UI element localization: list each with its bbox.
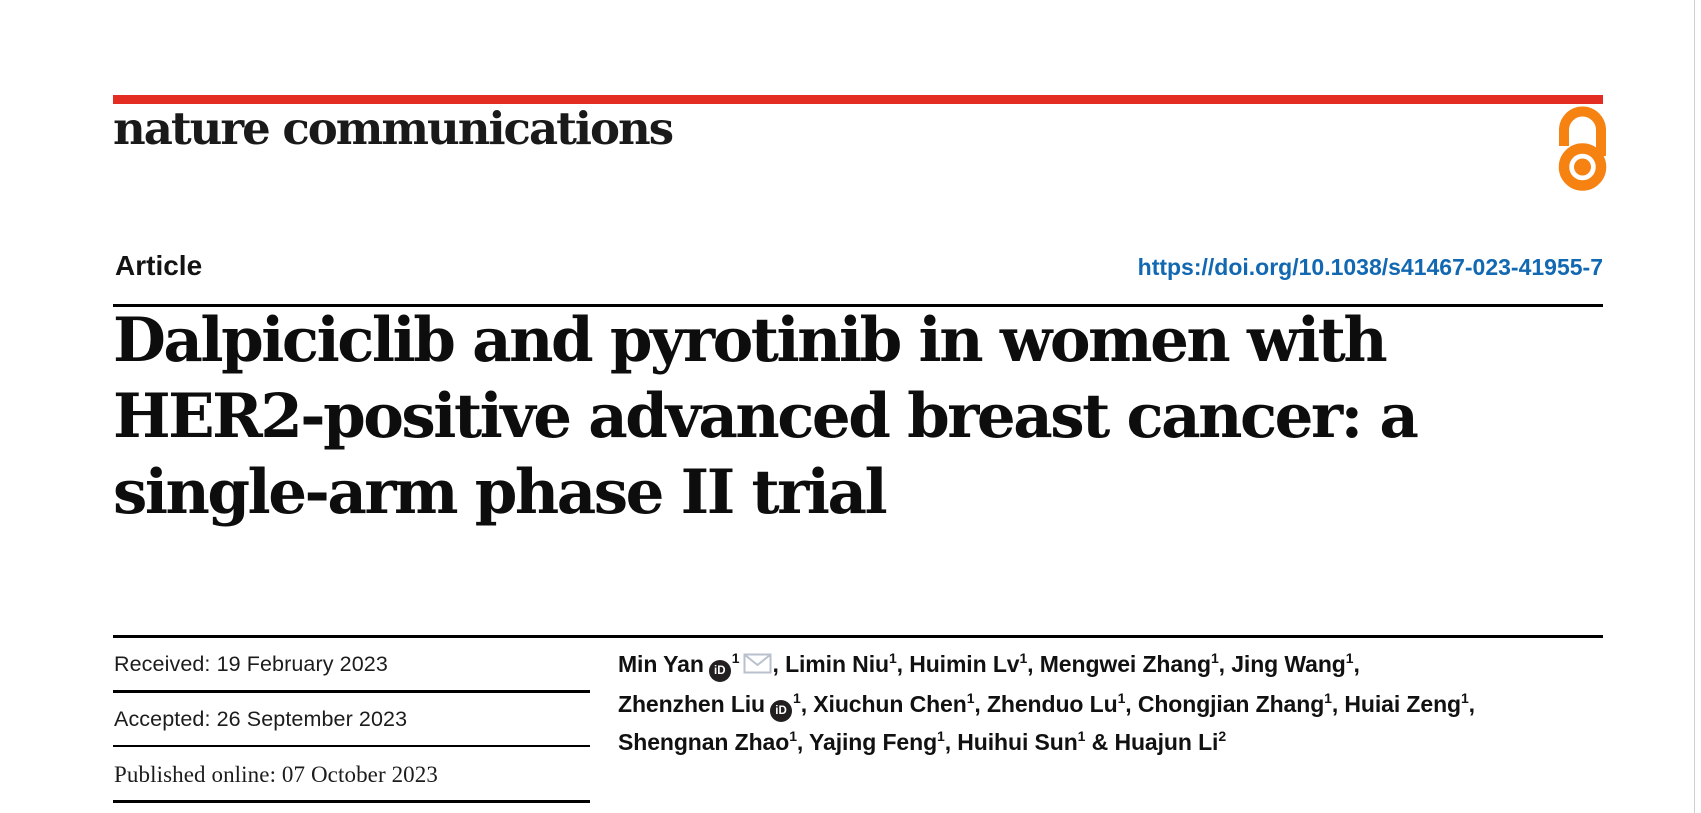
publication-history: Received: 19 February 2023 Accepted: 26 … — [113, 638, 590, 803]
orcid-icon[interactable]: iD — [770, 700, 793, 722]
received-date: Received: 19 February 2023 — [114, 652, 388, 676]
author-list: Min Yan iD1, Limin Niu1, Huimin Lv1, Meng… — [618, 645, 1603, 761]
author-name: Min Yan — [618, 651, 704, 677]
affiliation-superscript: 1 — [1077, 728, 1086, 744]
affiliation-superscript: 1 — [937, 728, 945, 744]
author-name: , Mengwei Zhang — [1027, 651, 1211, 677]
article-header: nature communications Article https://do… — [113, 0, 1607, 813]
affiliation-superscript: 2 — [1218, 728, 1227, 744]
author-name: , Chongjian Zhang — [1125, 691, 1325, 717]
history-row-accepted: Accepted: 26 September 2023 — [113, 693, 590, 747]
author-name: , — [1353, 651, 1360, 677]
published-date: Published online: 07 October 2023 — [114, 762, 438, 787]
affiliation-superscript: 1 — [793, 690, 801, 706]
doi-link[interactable]: https://doi.org/10.1038/s41467-023-41955… — [1137, 254, 1603, 280]
author-name: , Limin Niu — [772, 651, 889, 677]
affiliation-superscript: 1 — [1345, 650, 1354, 666]
affiliation-superscript: 1 — [789, 728, 797, 744]
journal-logo[interactable]: nature communications — [113, 102, 674, 155]
affiliation-superscript: 1 — [1117, 690, 1126, 706]
divider — [113, 744, 590, 747]
affiliation-superscript: 1 — [1210, 650, 1219, 666]
author-name: Zhenzhen Liu — [618, 691, 766, 717]
divider-under-article-row — [113, 304, 1603, 307]
history-row-published: Published online: 07 October 2023 — [113, 747, 590, 803]
orcid-icon[interactable]: iD — [708, 660, 731, 682]
email-icon[interactable] — [743, 647, 772, 685]
masthead-red-bar — [113, 95, 1603, 104]
author-name: , Jing Wang — [1218, 651, 1346, 677]
author-line: Shengnan Zhao1, Yajing Feng1, Huihui Sun… — [618, 723, 1603, 761]
history-row-received: Received: 19 February 2023 — [113, 638, 590, 693]
window-right-edge — [1694, 0, 1695, 813]
affiliation-superscript: 1 — [966, 690, 975, 706]
author-name: , Huimin Lv — [896, 651, 1020, 677]
title-line-3: single-arm phase II trial — [113, 457, 888, 528]
author-line: Zhenzhen Liu iD1, Xiuchun Chen1, Zhenduo … — [618, 685, 1603, 723]
author-name: , — [1468, 691, 1475, 717]
accepted-date: Accepted: 26 September 2023 — [114, 706, 408, 731]
title-line-1: Dalpiciclib and pyrotinib in women with — [113, 305, 1388, 376]
author-line: Min Yan iD1, Limin Niu1, Huimin Lv1, Meng… — [618, 645, 1603, 685]
open-access-icon[interactable] — [1553, 106, 1611, 197]
divider — [113, 690, 590, 693]
article-title: Dalpiciclib and pyrotinib in women with … — [113, 303, 1513, 531]
author-name: , Zhenduo Lu — [974, 691, 1118, 717]
author-name: , Huihui Sun — [944, 729, 1078, 755]
affiliation-superscript: 1 — [888, 650, 897, 666]
affiliation-superscript: 1 — [1019, 650, 1028, 666]
divider — [113, 800, 590, 803]
divider-above-history — [113, 635, 1603, 638]
title-line-2: HER2-positive advanced breast cancer: a — [113, 381, 1419, 452]
author-name: & Huajun Li — [1085, 729, 1219, 755]
author-name: Shengnan Zhao — [618, 729, 790, 755]
author-name: , Huiai Zeng — [1331, 691, 1461, 717]
article-type-label: Article — [115, 250, 203, 281]
author-name: , Yajing Feng — [796, 729, 938, 755]
affiliation-superscript: 1 — [1324, 690, 1332, 706]
affiliation-superscript: 1 — [1460, 690, 1469, 706]
affiliation-superscript: 1 — [731, 650, 740, 666]
author-name: , Xiuchun Chen — [800, 691, 967, 717]
